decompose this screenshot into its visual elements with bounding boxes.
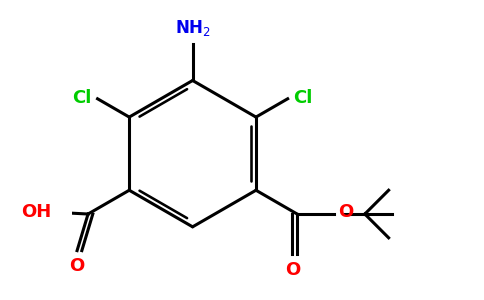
Text: O: O: [69, 257, 85, 275]
Text: O: O: [338, 203, 353, 221]
Text: Cl: Cl: [73, 89, 92, 107]
Text: Cl: Cl: [293, 89, 313, 107]
Text: O: O: [285, 261, 300, 279]
Text: OH: OH: [21, 203, 51, 221]
Text: NH$_2$: NH$_2$: [175, 18, 211, 38]
